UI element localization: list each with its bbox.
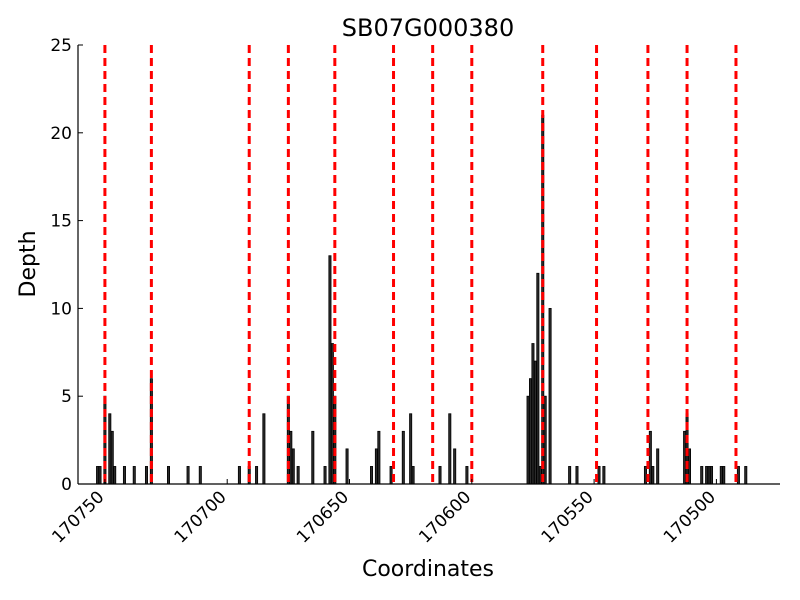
y-tick-label: 15 xyxy=(50,212,72,232)
bar xyxy=(568,466,572,485)
bar xyxy=(651,466,655,485)
bar xyxy=(465,466,469,485)
x-tick-label: 170600 xyxy=(415,487,475,547)
bar xyxy=(602,466,606,485)
bar xyxy=(597,466,601,485)
y-tick-label: 25 xyxy=(50,36,72,56)
bar xyxy=(186,466,190,485)
bar xyxy=(166,466,170,485)
bar xyxy=(529,378,533,485)
bar xyxy=(531,343,535,485)
bar xyxy=(98,466,102,485)
x-tick-label: 170700 xyxy=(171,487,231,547)
bar xyxy=(389,466,393,485)
bar xyxy=(744,466,748,485)
bar xyxy=(722,466,726,485)
bar xyxy=(688,448,692,485)
bar xyxy=(438,466,442,485)
bar xyxy=(543,395,547,485)
bar xyxy=(700,466,704,485)
bar xyxy=(330,343,334,485)
bar xyxy=(705,466,709,485)
bar xyxy=(656,448,660,485)
bar xyxy=(374,448,378,485)
x-axis-label: Coordinates xyxy=(362,557,494,582)
bar xyxy=(198,466,202,485)
bar xyxy=(548,307,552,485)
bar xyxy=(453,448,457,485)
bar xyxy=(328,255,332,485)
x-tick-label: 170650 xyxy=(293,487,353,547)
bar xyxy=(370,466,374,485)
x-tick-label: 170500 xyxy=(660,487,720,547)
bar xyxy=(401,430,405,485)
y-axis-label: Depth xyxy=(16,230,41,297)
bar xyxy=(707,466,711,485)
bar xyxy=(96,466,100,485)
bar xyxy=(262,413,266,485)
bar xyxy=(448,413,452,485)
bar xyxy=(108,413,112,485)
bar xyxy=(719,466,723,485)
bar xyxy=(648,430,652,485)
bar xyxy=(533,360,537,485)
bar xyxy=(323,466,327,485)
bar xyxy=(296,466,300,485)
chart-title: SB07G000380 xyxy=(342,14,514,42)
y-tick-label: 20 xyxy=(50,124,72,144)
bar xyxy=(144,466,148,485)
bar xyxy=(377,430,381,485)
bar xyxy=(536,272,540,485)
bar xyxy=(409,413,413,485)
bar xyxy=(736,466,740,485)
markers-layer xyxy=(103,45,738,484)
y-tick-label: 10 xyxy=(50,299,72,319)
bar xyxy=(291,448,295,485)
x-tick-label: 170750 xyxy=(48,487,108,547)
bar xyxy=(575,466,579,485)
bar xyxy=(122,466,126,485)
bar xyxy=(113,466,117,485)
bar xyxy=(710,466,714,485)
bar xyxy=(255,466,259,485)
bar xyxy=(345,448,349,485)
bar xyxy=(311,430,315,485)
bar xyxy=(683,430,687,485)
bar xyxy=(289,430,293,485)
x-tick-label: 170550 xyxy=(538,487,598,547)
y-tick-label: 0 xyxy=(61,475,72,495)
y-tick-label: 5 xyxy=(61,387,72,407)
bar xyxy=(538,466,542,485)
bar xyxy=(110,430,114,485)
bar xyxy=(526,395,530,485)
bar xyxy=(643,466,647,485)
bar xyxy=(237,466,241,485)
bar xyxy=(411,466,415,485)
bar xyxy=(132,466,136,485)
